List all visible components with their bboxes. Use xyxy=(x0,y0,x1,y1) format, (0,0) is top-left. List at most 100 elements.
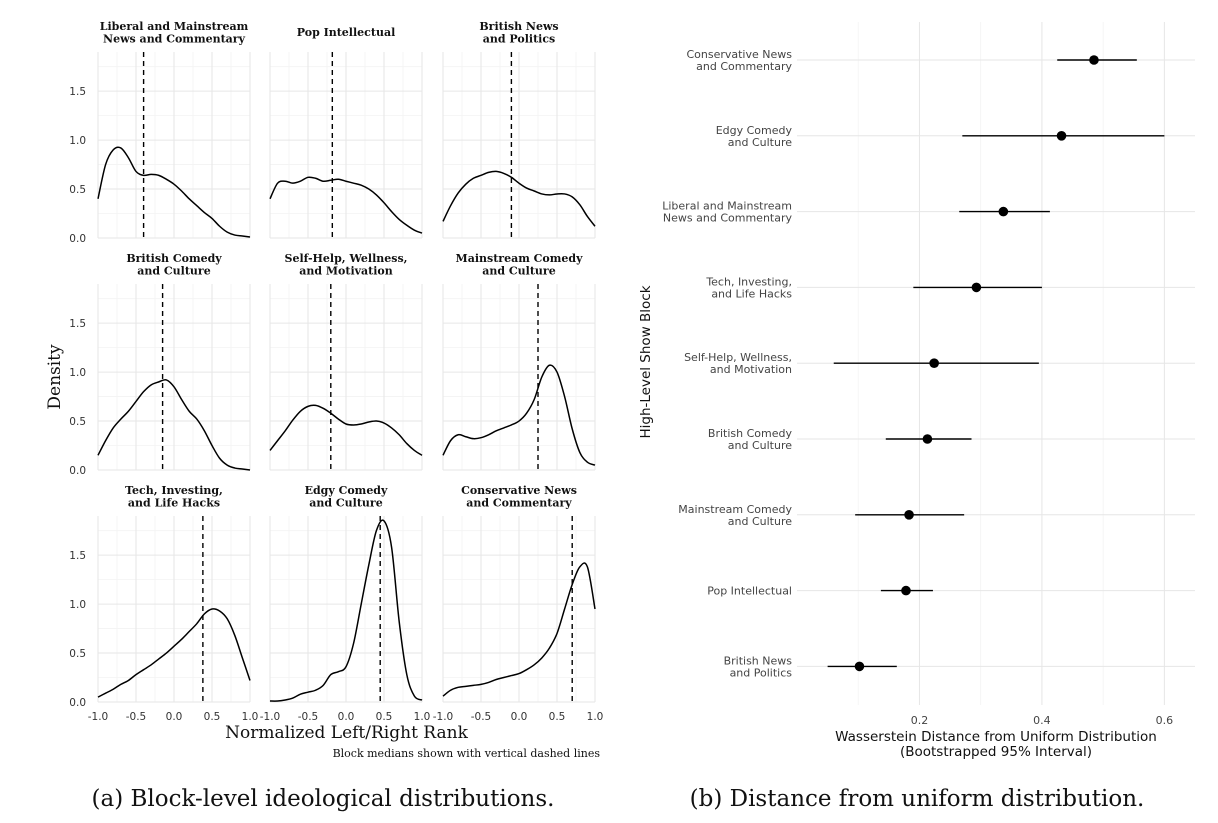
panel-title-line: Self-Help, Wellness, xyxy=(285,252,408,265)
row-label: British News and Politics xyxy=(724,654,793,679)
row-label-line: and Politics xyxy=(730,666,793,679)
density-curve xyxy=(97,146,251,238)
panel-title-line: Mainstream Comedy xyxy=(456,252,584,265)
x-tick-label: 1.0 xyxy=(414,711,431,723)
x-tick-label: 0.2 xyxy=(911,714,929,727)
panel-title-line: and Culture xyxy=(482,265,555,278)
x-tick-label: 0.0 xyxy=(338,711,355,723)
y-axis-title: High-Level Show Block xyxy=(638,285,654,438)
point-estimate xyxy=(922,434,933,444)
panel-title: Liberal and Mainstream News and Commentar… xyxy=(100,20,249,46)
row-label: British Comedy and Culture xyxy=(708,427,793,452)
point-estimate xyxy=(929,358,939,369)
row-label: Tech, Investing, and Life Hacks xyxy=(705,275,792,300)
row-label-line: Conservative News xyxy=(686,48,792,61)
x-tick-label: -0.5 xyxy=(298,711,319,723)
y-axis-title: Density xyxy=(45,344,65,410)
density-curve xyxy=(442,364,596,466)
panel-title-line: British Comedy xyxy=(126,252,222,265)
point-estimate xyxy=(854,661,865,672)
panel-title-line: Liberal and Mainstream xyxy=(100,20,249,33)
interval-row: Liberal and Mainstream News and Commentar… xyxy=(662,200,1050,225)
x-tick-label: 1.0 xyxy=(242,711,259,723)
row-label-line: British Comedy xyxy=(708,427,793,440)
x-tick-label: 0.5 xyxy=(549,711,566,723)
panel-title-line: and Politics xyxy=(483,33,555,46)
y-tick-label: 0.5 xyxy=(69,648,86,660)
y-tick-label: 1.0 xyxy=(69,599,86,611)
x-axis-title-line: (Bootstrapped 95% Interval) xyxy=(900,744,1092,760)
panel-title: Self-Help, Wellness, and Motivation xyxy=(285,252,408,278)
row-label: Conservative News and Commentary xyxy=(686,48,792,73)
row-label-line: and Life Hacks xyxy=(711,287,792,300)
row-label-line: Tech, Investing, xyxy=(705,275,792,288)
row-label-line: News and Commentary xyxy=(663,212,793,225)
interval-row: Tech, Investing, and Life Hacks xyxy=(705,275,1042,300)
x-tick-label: -1.0 xyxy=(433,711,454,723)
interval-row: Edgy Comedy and Culture xyxy=(716,124,1165,149)
row-label: Pop Intellectual xyxy=(707,585,792,598)
x-tick-label: -1.0 xyxy=(88,711,109,723)
x-tick-label: 0.0 xyxy=(166,711,183,723)
density-curve xyxy=(269,519,423,702)
panel-title: British Comedy and Culture xyxy=(126,252,222,278)
interval-row: British Comedy and Culture xyxy=(708,427,972,452)
x-axis-title-line: Wasserstein Distance from Uniform Distri… xyxy=(835,729,1157,745)
point-estimate xyxy=(901,585,911,596)
y-tick-label: 0.5 xyxy=(69,416,86,428)
panel-title: British News and Politics xyxy=(479,20,558,46)
panel-title-line: and Culture xyxy=(309,497,382,510)
x-tick-label: -1.0 xyxy=(260,711,281,723)
interval-chart: Conservative News and Commentary Edgy Come… xyxy=(638,22,1195,812)
point-estimate xyxy=(998,206,1009,217)
x-tick-label: -0.5 xyxy=(126,711,147,723)
density-curve xyxy=(442,170,596,227)
y-tick-label: 0.0 xyxy=(69,233,86,245)
panel-title: Tech, Investing, and Life Hacks xyxy=(125,484,223,510)
panel-title-line: News and Commentary xyxy=(103,33,246,46)
point-estimate xyxy=(904,510,914,520)
interval-row: Self-Help, Wellness, and Motivation xyxy=(684,351,1039,376)
row-label-line: Edgy Comedy xyxy=(716,124,793,137)
density-curve xyxy=(97,608,251,698)
panel-title-line: Edgy Comedy xyxy=(305,484,388,497)
density-panel: Mainstream Comedy and Culture xyxy=(442,252,596,471)
facet-density-chart: Liberal and Mainstream News and Commentar… xyxy=(45,20,603,812)
row-label-line: and Culture xyxy=(728,136,792,149)
interval-row: Conservative News and Commentary xyxy=(686,48,1137,73)
panel-title-line: and Life Hacks xyxy=(128,497,220,510)
density-panel: Conservative News and Commentary -1.0 -0.5 0… xyxy=(433,484,604,723)
panel-title: Conservative News and Commentary xyxy=(461,484,577,510)
panel-title-line: and Culture xyxy=(137,265,210,278)
density-panel: British Comedy and Culture 0.0 0.5 1.0 1.5 xyxy=(69,252,251,477)
x-tick-label: 0.6 xyxy=(1156,714,1174,727)
density-curve xyxy=(269,404,423,456)
panel-title: Pop Intellectual xyxy=(297,26,396,39)
row-label-line: Liberal and Mainstream xyxy=(662,200,792,213)
density-panel: Pop Intellectual xyxy=(269,26,423,239)
point-estimate xyxy=(1089,55,1099,65)
row-label-line: Self-Help, Wellness, xyxy=(684,351,792,364)
row-label-line: and Commentary xyxy=(696,60,792,73)
y-tick-label: 1.0 xyxy=(69,135,86,147)
panel-title-line: Conservative News xyxy=(461,484,577,497)
density-panel: Tech, Investing, and Life Hacks 0.0 0.5 1.0 1… xyxy=(69,484,258,723)
density-panel: Edgy Comedy and Culture -1.0 -0.5 0.0 0.5 1.0 xyxy=(260,484,431,723)
row-label-line: British News xyxy=(724,654,793,667)
x-tick-label: 0.5 xyxy=(204,711,221,723)
row-label-line: and Culture xyxy=(728,439,792,452)
density-curve xyxy=(269,176,423,234)
density-panel: Self-Help, Wellness, and Motivation xyxy=(269,252,423,471)
row-label: Liberal and Mainstream News and Commentar… xyxy=(662,200,792,225)
point-estimate xyxy=(971,282,982,293)
interval-row: British News and Politics xyxy=(724,654,897,679)
density-curve xyxy=(442,562,596,697)
y-tick-label: 1.5 xyxy=(69,86,86,98)
point-estimate xyxy=(1056,131,1067,141)
y-tick-label: 1.0 xyxy=(69,367,86,379)
density-panel: British News and Politics xyxy=(442,20,596,239)
y-tick-label: 1.5 xyxy=(69,550,86,562)
row-label: Mainstream Comedy and Culture xyxy=(678,503,792,528)
panel-title-line: and Commentary xyxy=(466,497,572,510)
